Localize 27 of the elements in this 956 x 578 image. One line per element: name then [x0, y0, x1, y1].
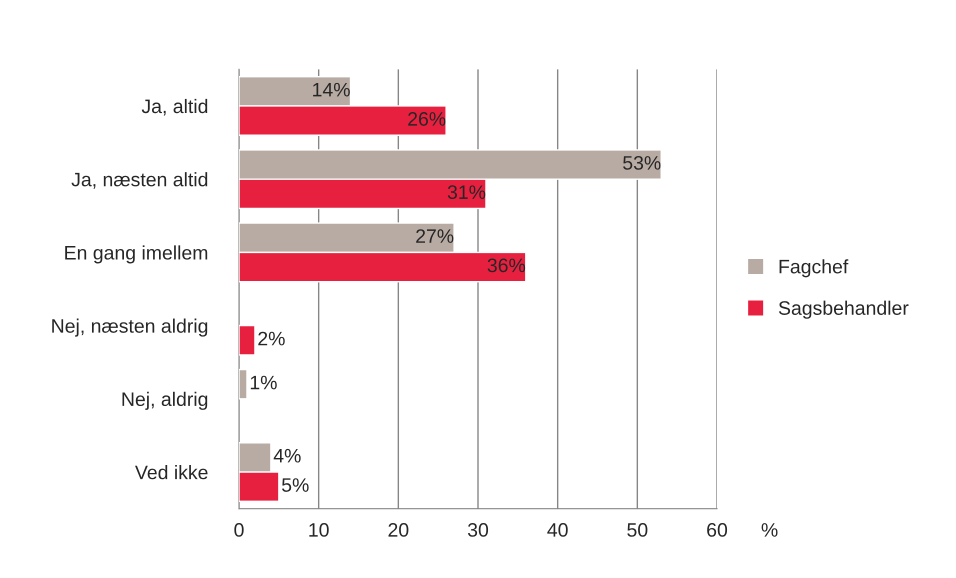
y-tick-label: Ja, altid — [142, 98, 208, 116]
x-tick-label: 40 — [547, 523, 568, 537]
legend-label: Sagsbehandler — [778, 300, 908, 319]
data-label: 53% — [623, 156, 661, 170]
y-tick-label: Ved ikke — [135, 464, 208, 480]
y-tick-label: Nej, aldrig — [122, 392, 208, 410]
data-label: 5% — [282, 478, 309, 492]
data-label: 26% — [408, 112, 446, 126]
data-label: 27% — [416, 229, 454, 243]
data-label: 31% — [448, 185, 486, 200]
data-label: 14% — [313, 82, 350, 96]
bar — [239, 368, 248, 400]
y-tick-label: En gang imellem — [65, 245, 208, 264]
x-axis-title: % — [762, 523, 778, 537]
x-tick-label: 30 — [468, 523, 488, 537]
data-label: 2% — [258, 332, 285, 346]
x-tick-label: 0 — [234, 523, 244, 537]
data-label: 4% — [274, 448, 301, 463]
y-tick-label: Nej, næsten aldrig — [52, 318, 208, 337]
x-tick-label: 50 — [627, 523, 648, 537]
x-tick-label: 60 — [707, 523, 728, 537]
y-tick-label: Ja, næsten altid — [71, 172, 208, 189]
legend-label: Fagchef — [780, 259, 848, 278]
bar — [239, 324, 256, 356]
x-tick-label: 10 — [309, 523, 329, 537]
data-label: 1% — [250, 376, 277, 390]
x-tick-label: 20 — [388, 523, 408, 537]
